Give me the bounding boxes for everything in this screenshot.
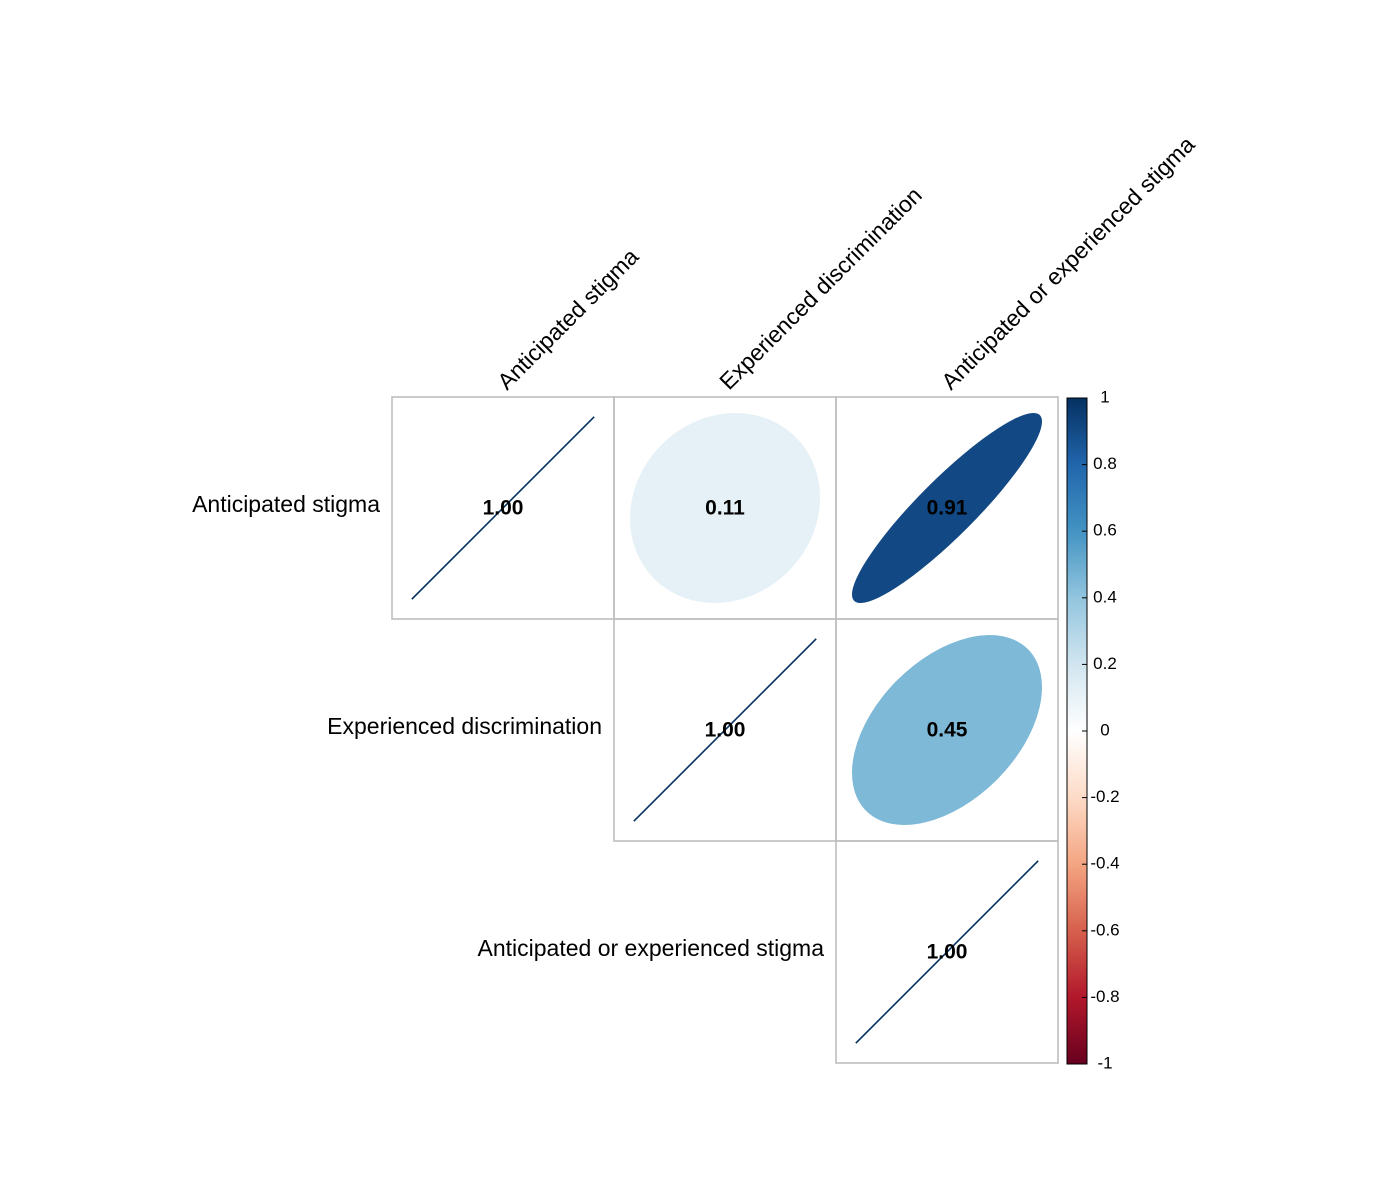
cell-value-0-2: 0.91 — [927, 497, 968, 520]
colorbar-tick-label: 0 — [1100, 720, 1109, 739]
column-label-0: Anticipated stigma — [492, 243, 643, 394]
column-label-1: Experienced discrimination — [714, 182, 927, 395]
row-labels: Anticipated stigma Experienced discrimina… — [192, 491, 824, 961]
cell-line-1-1 — [633, 638, 817, 822]
cell-2-2: 1.00 — [855, 860, 1039, 1044]
colorbar-tick-label: -0.4 — [1090, 854, 1119, 873]
correlation-cells: 1.00 0.11 0.91 1.00 0.45 1.00 — [391, 396, 1059, 1064]
cell-1-1: 1.00 — [633, 638, 817, 822]
cell-value-2-2: 1.00 — [927, 941, 968, 964]
cell-ellipse-0-2 — [852, 412, 1043, 603]
colorbar-tick-label: 0.8 — [1093, 454, 1117, 473]
row-label-0: Anticipated stigma — [192, 491, 380, 517]
colorbar-tick-label: -0.6 — [1090, 920, 1119, 939]
colorbar-tick-label: -1 — [1097, 1053, 1112, 1072]
cell-0-2: 0.91 — [852, 412, 1043, 603]
cell-line-2-2 — [855, 860, 1039, 1044]
colorbar-tick-label: 0.6 — [1093, 521, 1117, 540]
colorbar-tick-label: 0.2 — [1093, 654, 1117, 673]
cell-value-1-1: 1.00 — [705, 719, 746, 742]
row-label-1: Experienced discrimination — [327, 713, 602, 739]
colorbar-tick-label: -0.8 — [1090, 987, 1119, 1006]
colorbar: 1 0.8 0.6 0.4 0.2 0 -0.2 -0.4 -0.6 -0.8 -1 — [1066, 387, 1120, 1072]
cell-value-1-2: 0.45 — [927, 719, 968, 742]
colorbar-tick-label: -0.2 — [1090, 787, 1119, 806]
column-labels: Anticipated stigma Experienced discrimina… — [492, 131, 1200, 395]
cell-value-0-0: 1.00 — [483, 497, 524, 520]
cell-0-1: 0.11 — [630, 412, 821, 603]
cell-ellipse-1-2 — [852, 635, 1043, 826]
cell-1-2: 0.45 — [852, 635, 1043, 826]
cell-line-0-0 — [411, 416, 595, 600]
row-label-2: Anticipated or experienced stigma — [478, 935, 825, 961]
column-label-2: Anticipated or experienced stigma — [936, 131, 1200, 395]
cell-border-2-2 — [835, 840, 1059, 1064]
cell-ellipse-0-1 — [630, 412, 821, 603]
cell-value-0-1: 0.11 — [705, 497, 745, 520]
cell-0-0: 1.00 — [411, 416, 595, 600]
colorbar-tick-label: 0.4 — [1093, 587, 1117, 606]
colorbar-tick-label: 1 — [1100, 387, 1109, 406]
